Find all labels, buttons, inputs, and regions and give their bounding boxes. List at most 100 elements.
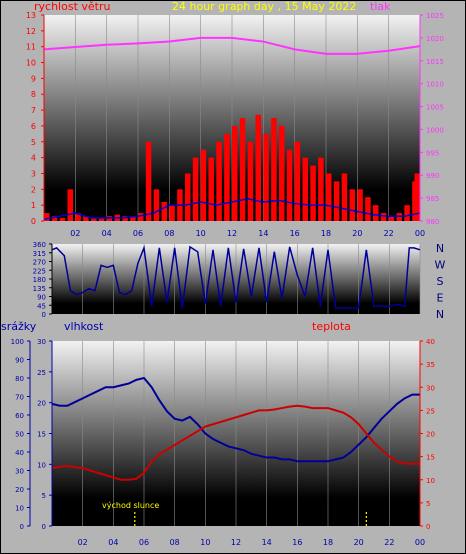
compass-label: W: [435, 259, 446, 272]
wind-speed-bar: [185, 173, 191, 221]
y2-tick-label: 995: [426, 149, 439, 157]
y-tick-label: 8: [31, 90, 36, 99]
x-tick-label: 06: [133, 229, 143, 238]
y-tick-label: 3: [31, 169, 36, 178]
wind-speed-axis-title: rychlost větru: [34, 0, 110, 13]
compass-label: S: [437, 275, 444, 288]
temperature-tick-label: 10: [426, 477, 435, 485]
wind-speed-bar: [341, 173, 348, 221]
series-pressure-line: [43, 36, 421, 55]
wind-pressure-chart: rychlost větru 24 hour graph day , 15 Ma…: [26, 0, 444, 238]
y2-tick-label: 1025: [426, 12, 444, 20]
humidity-tick-label: 0: [42, 523, 46, 531]
compass-label: E: [437, 292, 444, 305]
wind-speed-bar: [380, 213, 387, 221]
rain-tick-label: 30: [15, 468, 24, 476]
x-tick-label: 08: [164, 229, 174, 238]
wind-speed-bar: [333, 181, 340, 221]
y-tick-label: 11: [26, 43, 36, 52]
humidity-tick-label: 5: [42, 492, 46, 500]
rain-tick-label: 20: [15, 486, 24, 494]
wind-speed-bar: [200, 149, 207, 221]
rain-tick-label: 70: [15, 394, 24, 402]
temperature-tick-label: 20: [426, 431, 435, 439]
humidity-tick-label: 15: [37, 431, 46, 439]
wind-speed-bar: [286, 149, 293, 221]
wind-speed-bar: [153, 189, 160, 221]
series-humidity-line: [51, 376, 420, 463]
x-tick-label: 16: [290, 229, 300, 238]
wind-speed-bar: [224, 133, 230, 221]
x-tick-label: 04: [108, 538, 118, 547]
humidity-tick-label: 10: [37, 461, 46, 469]
y2-tick-label: 980: [426, 218, 439, 226]
pressure-axis-title: tlak: [370, 0, 391, 13]
x-tick-label: 08: [170, 538, 180, 547]
direction-tick-label: 360: [33, 241, 46, 249]
wind-speed-bar: [67, 189, 73, 221]
wind-speed-bar: [75, 213, 81, 221]
y2-tick-label: 1020: [426, 35, 444, 43]
x-tick-label: 20: [352, 229, 362, 238]
x-tick-label: 02: [78, 538, 88, 547]
humidity-tick-label: 30: [37, 338, 46, 346]
wind-speed-bar: [232, 125, 238, 221]
rain-tick-label: 90: [15, 357, 24, 365]
direction-tick-label: 45: [37, 302, 46, 310]
wind-speed-bar: [302, 157, 308, 221]
y-tick-label: 10: [26, 59, 36, 68]
y2-tick-label: 1015: [426, 58, 444, 66]
y2-tick-label: 990: [426, 172, 439, 180]
temperature-tick-label: 15: [426, 454, 435, 462]
rain-tick-label: 0: [20, 523, 24, 531]
compass-label: N: [436, 308, 444, 321]
y-tick-label: 12: [26, 27, 36, 36]
temperature-tick-label: 0: [426, 523, 430, 531]
series-gust-line: [43, 198, 421, 221]
temperature-tick-label: 35: [426, 361, 435, 369]
y-tick-label: 13: [26, 11, 36, 20]
direction-tick-label: 135: [33, 285, 46, 293]
temperature-tick-label: 25: [426, 407, 435, 415]
y-tick-label: 1: [31, 201, 36, 210]
x-tick-label: 16: [292, 538, 302, 547]
direction-tick-label: 270: [33, 259, 46, 267]
y-tick-label: 7: [31, 106, 36, 115]
wind-speed-bar: [388, 216, 395, 221]
temperature-axis-title: teplota: [312, 320, 351, 333]
wind-speed-bar: [91, 217, 97, 221]
rain-tick-label: 80: [15, 375, 24, 383]
y-tick-label: 2: [31, 185, 36, 194]
x-tick-label: 22: [384, 538, 394, 547]
direction-tick-label: 0: [42, 311, 46, 319]
wind-speed-bar: [106, 216, 113, 221]
wind-speed-bar: [310, 165, 316, 221]
x-tick-label: 14: [262, 538, 272, 547]
compass-label: N: [436, 242, 444, 255]
sunrise-annotation: východ slunce: [102, 501, 159, 510]
wind-speed-bar: [373, 205, 379, 221]
x-tick-label: 06: [139, 538, 149, 547]
wind-speed-bar: [279, 125, 285, 221]
wind-speed-bar: [294, 141, 301, 221]
wind-speed-bar: [239, 118, 246, 221]
wind-speed-bar: [263, 133, 269, 221]
direction-tick-label: 180: [33, 276, 46, 284]
y2-tick-label: 985: [426, 195, 439, 203]
temperature-tick-label: 30: [426, 384, 435, 392]
direction-tick-label: 225: [33, 267, 46, 275]
x-tick-label: 20: [354, 538, 364, 547]
rain-tick-label: 50: [15, 431, 24, 439]
wind-speed-bar: [349, 189, 355, 221]
y2-tick-label: 1000: [426, 126, 444, 134]
series-wind-direction-line: [51, 244, 421, 309]
wind-speed-bar: [59, 217, 66, 221]
direction-tick-label: 90: [37, 294, 46, 302]
humidity-axis-title: vlhkost: [64, 320, 104, 333]
wind-speed-bar: [122, 216, 128, 221]
rain-tick-label: 100: [11, 338, 24, 346]
wind-speed-bar: [247, 141, 254, 221]
wind-speed-bar: [404, 205, 410, 221]
rain-humidity-temperature-chart: srážky vlhkost teplota východ slunce 0 10…: [1, 320, 435, 547]
y-tick-label: 5: [31, 138, 36, 147]
